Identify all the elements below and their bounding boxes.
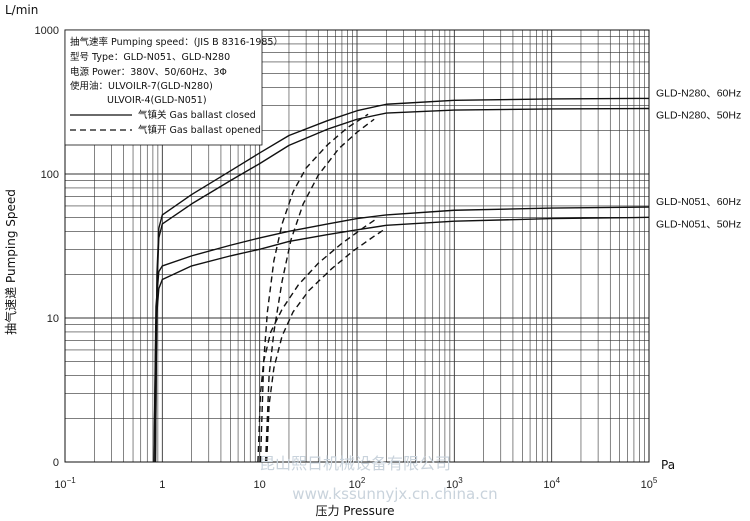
y-tick-label-1: 10 [47, 313, 59, 325]
series-layer [153, 97, 650, 463]
series-label-1: GLD-N280、50Hz [656, 110, 741, 122]
watermark-url: www.kssunnyjx.cn.china.cn [292, 485, 497, 503]
x-tick-labels: 10−1 1 10 102 103 104 105 [54, 476, 658, 491]
info-box: 抽气速率 Pumping speed：(JIS B 8316-1985） 型号 … [64, 29, 283, 146]
series-label-3: GLD-N051、50Hz [656, 218, 741, 230]
plot-frame [64, 29, 650, 463]
x-tick-label-6: 105 [641, 476, 658, 491]
series-line-gas-ballast-closed-2 [153, 206, 650, 463]
x-axis-title: 压力 Pressure [315, 504, 394, 518]
info-line-type: 型号 Type：GLD-N051、GLD-N280 [70, 52, 230, 63]
x-tick-label-5: 104 [543, 476, 560, 491]
y-tick-label-3: 1000 [35, 25, 59, 37]
series-line-gas-ballast-open-5 [264, 118, 375, 463]
series-line-gas-ballast-open-6 [257, 218, 378, 463]
info-line-oil: 使用油：ULVOILR-7(GLD-N280) [70, 80, 213, 92]
watermark-company: 昆山熙日机械设备有限公司 [259, 454, 451, 473]
info-line-power: 电源 Power：380V、50/60Hz、3Φ [70, 66, 227, 78]
info-line-oil-2: ULVOIR-4(GLD-N051) [107, 95, 207, 106]
legend-label-closed: 气镇关 Gas ballast closed [138, 109, 256, 121]
x-tick-label-0: 10−1 [54, 476, 76, 491]
legend-label-opened: 气镇开 Gas ballast opened [138, 124, 261, 136]
series-line-gas-ballast-closed-3 [153, 216, 650, 463]
y-unit-label: L/min [5, 3, 38, 17]
y-tick-label-2: 100 [41, 169, 59, 181]
y-axis-title: 抽气速递 Pumping Speed [3, 189, 18, 335]
series-line-gas-ballast-open-7 [265, 227, 387, 463]
y-tick-labels: 0 10 100 1000 [35, 25, 59, 469]
x-tick-label-2: 10 [254, 479, 266, 491]
x-tick-label-1: 1 [159, 479, 165, 491]
x-unit-label: Pa [661, 458, 675, 472]
y-tick-label-0: 0 [53, 457, 59, 469]
info-line-speed: 抽气速率 Pumping speed：(JIS B 8316-1985） [70, 36, 283, 48]
series-labels: GLD-N280、60Hz GLD-N280、50Hz GLD-N051、60Hz G… [656, 87, 741, 230]
info-box-background [64, 29, 263, 146]
series-line-gas-ballast-open-4 [259, 113, 369, 463]
series-line-gas-ballast-closed-1 [154, 107, 650, 463]
series-label-0: GLD-N280、60Hz [656, 87, 741, 99]
series-label-2: GLD-N051、60Hz [656, 196, 741, 208]
series-line-gas-ballast-closed-0 [154, 97, 650, 463]
